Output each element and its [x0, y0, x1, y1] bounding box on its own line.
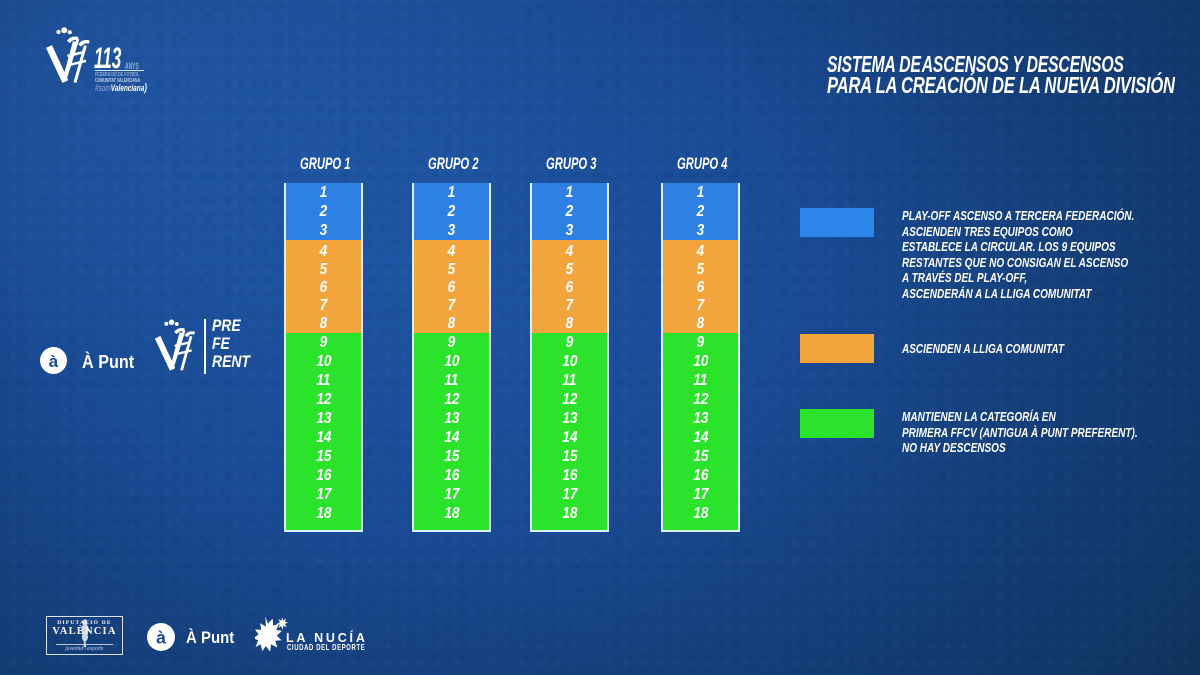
svg-text:à: à	[49, 352, 59, 371]
svg-text:à: à	[156, 628, 166, 648]
